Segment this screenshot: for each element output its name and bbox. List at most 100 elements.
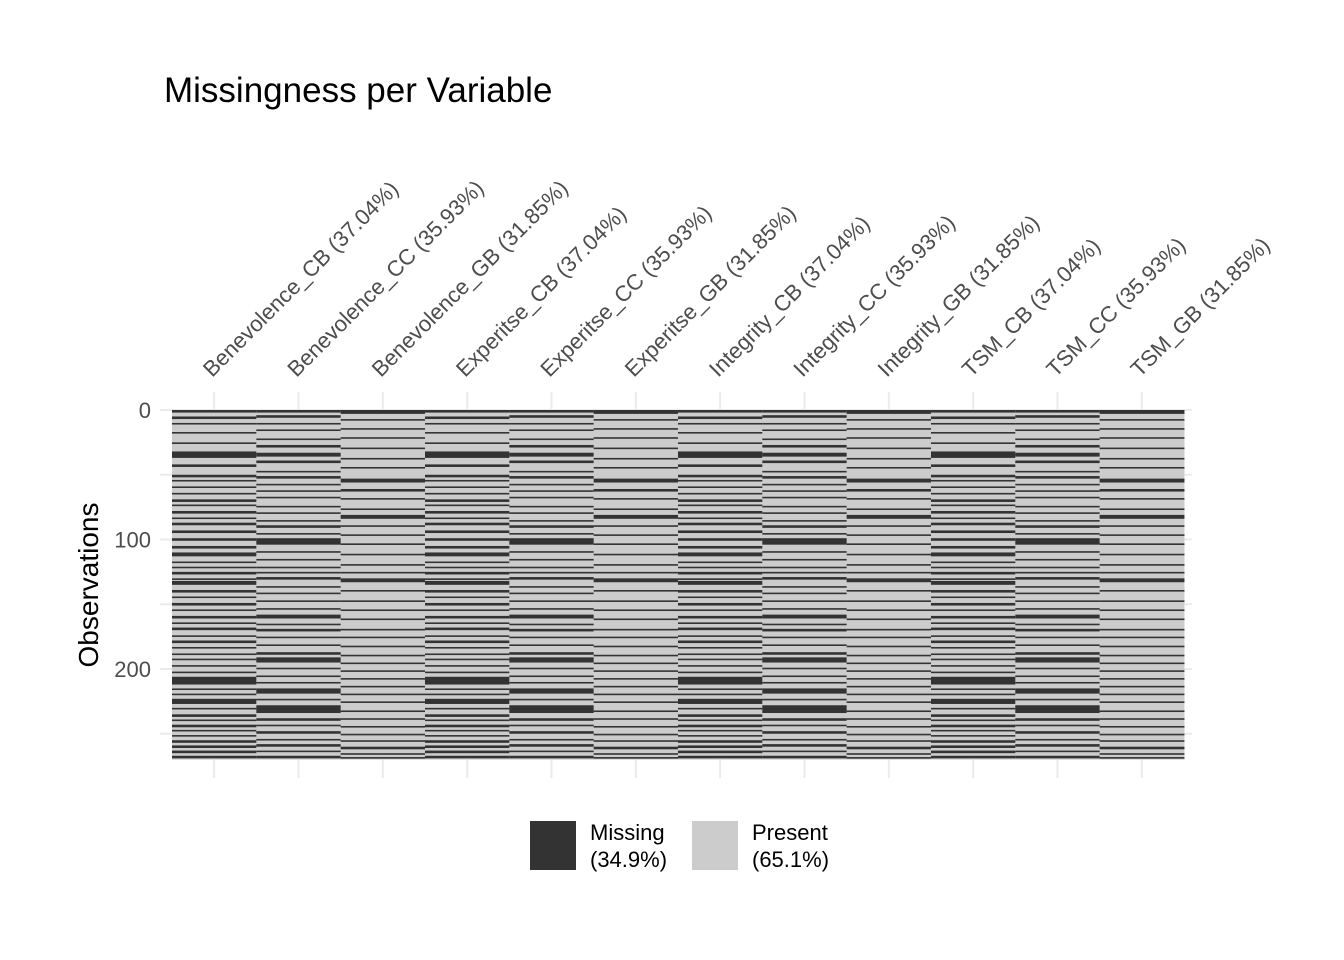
- missing-cell: [340, 525, 426, 527]
- missing-cell: [424, 422, 510, 425]
- missing-cell: [1099, 564, 1185, 566]
- present-cell-block: [593, 410, 679, 760]
- missing-cell: [846, 609, 932, 612]
- missing-cell: [930, 640, 1016, 644]
- missing-cell: [424, 658, 510, 661]
- missing-cell: [509, 705, 595, 714]
- missing-cell: [762, 512, 848, 514]
- missing-cell: [593, 618, 679, 621]
- missing-cell: [677, 745, 763, 748]
- missing-cell: [762, 718, 848, 721]
- missing-cell: [930, 578, 1016, 580]
- missing-cell: [1015, 705, 1101, 714]
- missing-cell: [762, 490, 848, 492]
- missing-cell: [424, 693, 510, 696]
- present-cell-block: [1099, 410, 1185, 760]
- missing-cell: [1015, 520, 1101, 522]
- missing-cell: [930, 735, 1016, 737]
- missing-cell: [930, 658, 1016, 661]
- missing-cell: [762, 496, 848, 499]
- missing-cell: [256, 438, 342, 441]
- missing-cell: [424, 635, 510, 637]
- missing-cell: [172, 735, 257, 737]
- missing-cell: [340, 685, 426, 688]
- missing-cell: [256, 657, 342, 663]
- missing-cell: [930, 698, 1016, 704]
- y-tick-labels: 0 100 200: [114, 398, 151, 682]
- missing-cell: [509, 738, 595, 741]
- missing-cell: [677, 719, 763, 722]
- missing-cell: [1015, 698, 1101, 701]
- missing-cell: [424, 724, 510, 728]
- missing-cell: [172, 422, 257, 425]
- missing-cell: [172, 492, 257, 495]
- missing-cell: [677, 492, 763, 495]
- missing-cell: [762, 586, 848, 588]
- missing-cell: [424, 566, 510, 569]
- missing-cell: [677, 530, 763, 534]
- missing-cell: [1015, 675, 1101, 678]
- missing-cell: [172, 724, 257, 728]
- missing-cell: [172, 707, 257, 710]
- missing-cell: [1099, 710, 1185, 713]
- missing-cell: [846, 662, 932, 665]
- missing-cell: [677, 517, 763, 520]
- missing-cell: [762, 410, 848, 413]
- missing-cell: [762, 415, 848, 418]
- missing-cell: [256, 538, 342, 545]
- missing-cell: [509, 608, 595, 610]
- missing-cell: [930, 653, 1016, 656]
- missing-cell: [340, 753, 426, 755]
- missing-cell: [677, 707, 763, 710]
- missing-cell: [509, 422, 595, 425]
- missing-cell: [762, 525, 848, 528]
- missing-cell: [593, 670, 679, 672]
- missing-cell: [846, 618, 932, 621]
- missing-cell: [509, 698, 595, 701]
- missing-cell: [930, 627, 1016, 631]
- missing-cell: [172, 729, 257, 732]
- present-cell-block: [256, 410, 342, 760]
- missing-cell: [846, 410, 932, 414]
- missing-cell: [593, 654, 679, 657]
- missing-cell: [424, 653, 510, 656]
- missing-cell: [762, 444, 848, 448]
- missing-cell: [593, 410, 679, 414]
- missing-cell: [930, 602, 1016, 606]
- column-label: Experitse_CC (35.93%): [535, 200, 716, 381]
- missing-cell: [762, 675, 848, 678]
- missing-cell: [846, 685, 932, 688]
- missing-cell: [424, 410, 510, 413]
- missing-cell: [1015, 571, 1101, 574]
- missing-cell: [424, 755, 510, 759]
- missing-cell: [509, 512, 595, 514]
- missing-cell: [762, 698, 848, 701]
- missing-cell: [1099, 508, 1185, 511]
- missing-cell: [1015, 644, 1101, 646]
- missing-cell: [1099, 733, 1185, 736]
- missing-cell: [677, 646, 763, 649]
- missing-cell: [340, 678, 426, 680]
- missing-cell: [256, 623, 342, 626]
- missing-cell: [1015, 470, 1101, 473]
- missing-cell: [256, 592, 342, 595]
- missing-cell: [509, 681, 595, 684]
- missing-cell: [509, 520, 595, 522]
- missing-cell: [930, 566, 1016, 569]
- missing-cell: [424, 596, 510, 599]
- missing-cell: [677, 538, 763, 541]
- missing-cell: [172, 688, 257, 691]
- missing-cell: [172, 755, 257, 759]
- missing-cell: [846, 753, 932, 755]
- missing-cell: [172, 698, 257, 704]
- missing-cell: [593, 733, 679, 736]
- missing-cell: [256, 490, 342, 492]
- missing-cell: [1015, 429, 1101, 432]
- missing-cell: [424, 714, 510, 717]
- missing-cell: [172, 522, 257, 526]
- missing-cell: [340, 553, 426, 556]
- missing-cell: [593, 437, 679, 439]
- missing-cell: [172, 627, 257, 631]
- missing-cell: [256, 415, 342, 418]
- missing-cell: [1099, 618, 1185, 621]
